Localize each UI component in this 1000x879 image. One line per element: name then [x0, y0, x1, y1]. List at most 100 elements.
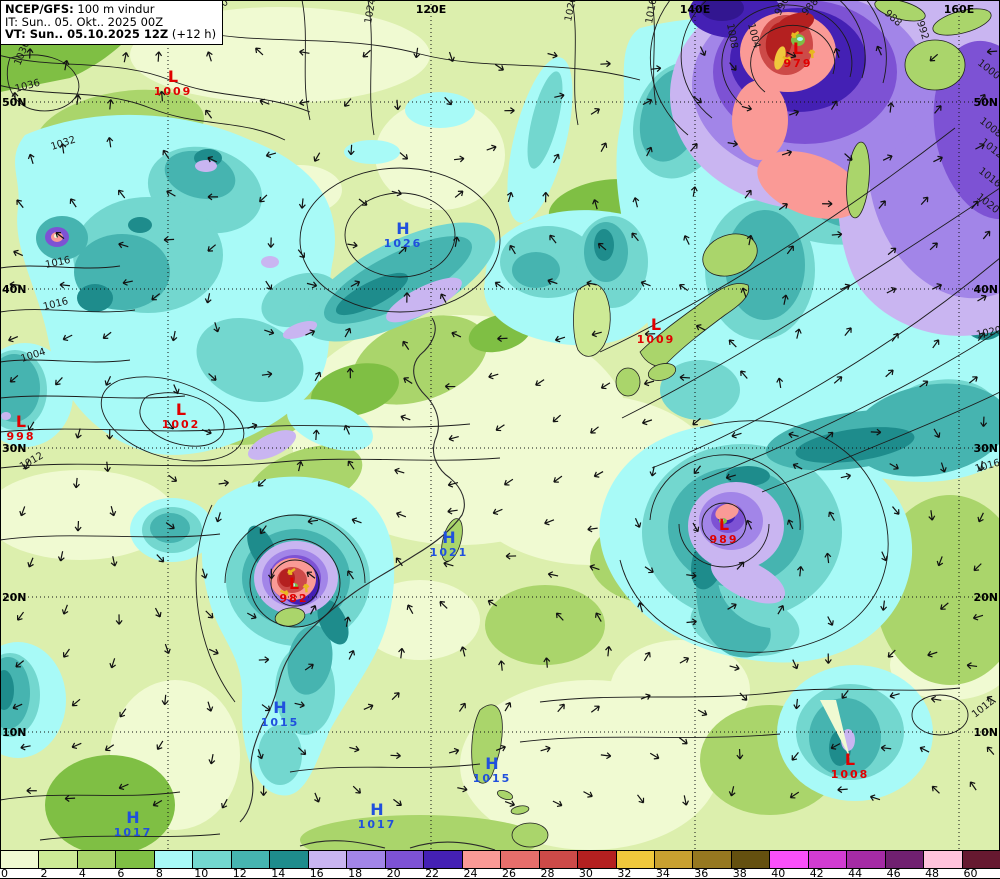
wind-arrow	[15, 660, 25, 668]
wind-arrow	[118, 189, 126, 199]
wind-arrow	[891, 332, 899, 342]
wind-map-svg: 1036103610321020102410201016996988988992…	[0, 0, 1000, 851]
colorbar-tick-label: 14	[271, 867, 286, 879]
wind-arrow	[312, 429, 320, 441]
wind-arrow	[982, 230, 991, 240]
wind-arrow	[391, 692, 400, 701]
wind-arrow	[595, 612, 602, 622]
wind-arrow	[504, 701, 512, 712]
wind-arrow	[156, 554, 165, 563]
wind-arrow	[786, 519, 794, 530]
wind-arrow	[403, 377, 413, 385]
wind-arrow	[399, 152, 409, 160]
wind-arrow	[778, 203, 788, 211]
wind-arrow	[880, 600, 888, 611]
title-line-init: IT: Sun.. 05. Okt.. 2025 00Z	[5, 14, 164, 29]
wind-arrow	[509, 244, 516, 255]
colorbar-swatches	[0, 851, 1000, 869]
wind-arrow	[793, 698, 801, 710]
wind-arrow	[632, 197, 640, 208]
pressure-letter: H	[126, 808, 139, 827]
wind-arrow	[69, 198, 77, 208]
colorbar-segment	[769, 851, 808, 868]
wind-arrow	[824, 653, 832, 664]
wind-arrow	[919, 746, 930, 753]
wind-arrow	[928, 510, 936, 521]
pressure-value: 982	[280, 592, 309, 605]
wind-arrow	[555, 612, 564, 621]
colorbar-segment	[500, 851, 539, 868]
wind-arrow	[641, 418, 653, 426]
colorbar-segment	[461, 851, 501, 868]
wind-arrow	[977, 460, 985, 472]
wind-arrow	[881, 551, 888, 562]
latitude-label-left: 10N	[2, 726, 27, 739]
wind-arrow	[259, 525, 267, 535]
colorbar-tick-label: 46	[886, 867, 901, 879]
wind-arrow	[535, 379, 545, 387]
wind-arrow	[592, 199, 599, 210]
wind-arrow	[163, 236, 175, 244]
wind-arrow	[547, 51, 558, 59]
wind-arrow	[102, 331, 112, 339]
wind-arrow	[549, 234, 557, 244]
wind-arrow	[344, 327, 352, 338]
wind-arrow	[61, 604, 69, 615]
colorbar-tick-label: 8	[155, 867, 163, 879]
wind-arrow	[788, 431, 799, 439]
wind-arrow	[396, 511, 407, 518]
wind-arrow	[744, 189, 752, 199]
wind-arrow	[600, 752, 612, 760]
wind-arrow	[504, 107, 515, 115]
wind-arrow	[297, 249, 305, 259]
pressure-value: 1017	[114, 826, 153, 839]
wind-arrow	[678, 737, 688, 745]
wind-arrow	[590, 705, 600, 713]
colorbar-tick-label: 10	[194, 867, 209, 879]
wind-arrow	[682, 795, 689, 806]
wind-arrow	[62, 59, 70, 71]
wind-arrow	[207, 244, 217, 252]
wind-arrow	[600, 142, 608, 152]
wind-arrow	[458, 702, 466, 712]
colorbar-segment	[653, 851, 693, 868]
wind-arrow	[307, 517, 319, 525]
latitude-label-left: 40N	[2, 283, 27, 296]
colorbar-segment	[730, 851, 770, 868]
wind-arrow	[931, 785, 940, 794]
wind-arrow	[919, 380, 929, 388]
wind-arrow	[986, 746, 995, 755]
wind-arrow	[929, 53, 939, 62]
wind-arrow	[439, 293, 447, 303]
wind-arrow	[986, 695, 997, 703]
wind-arrow	[74, 94, 82, 105]
wind-arrow	[968, 376, 978, 384]
valid-offset: (+12 h)	[171, 27, 217, 41]
wind-arrow	[314, 792, 321, 803]
wind-arrow	[16, 611, 25, 621]
wind-arrow	[679, 283, 689, 291]
wind-arrow	[110, 556, 118, 567]
wind-arrow	[13, 249, 24, 257]
wind-arrow	[215, 512, 222, 523]
wind-arrow	[259, 194, 268, 203]
wind-arrow	[497, 335, 508, 343]
wind-arrow	[115, 614, 123, 625]
wind-arrow	[448, 434, 459, 442]
longitude-label: 120E	[416, 3, 446, 16]
colorbar-segment	[961, 851, 1000, 868]
wind-arrow	[9, 374, 19, 383]
wind-arrow	[554, 335, 566, 343]
wind-arrow	[62, 334, 73, 342]
wind-arrow	[205, 610, 214, 619]
wind-arrow	[932, 339, 940, 349]
wind-arrow	[265, 151, 277, 159]
colorbar-segment	[923, 851, 962, 868]
wind-arrow	[644, 330, 656, 338]
wind-arrow	[457, 785, 468, 793]
latitude-label-left: 20N	[2, 591, 27, 604]
pressure-value: 1009	[154, 85, 193, 98]
